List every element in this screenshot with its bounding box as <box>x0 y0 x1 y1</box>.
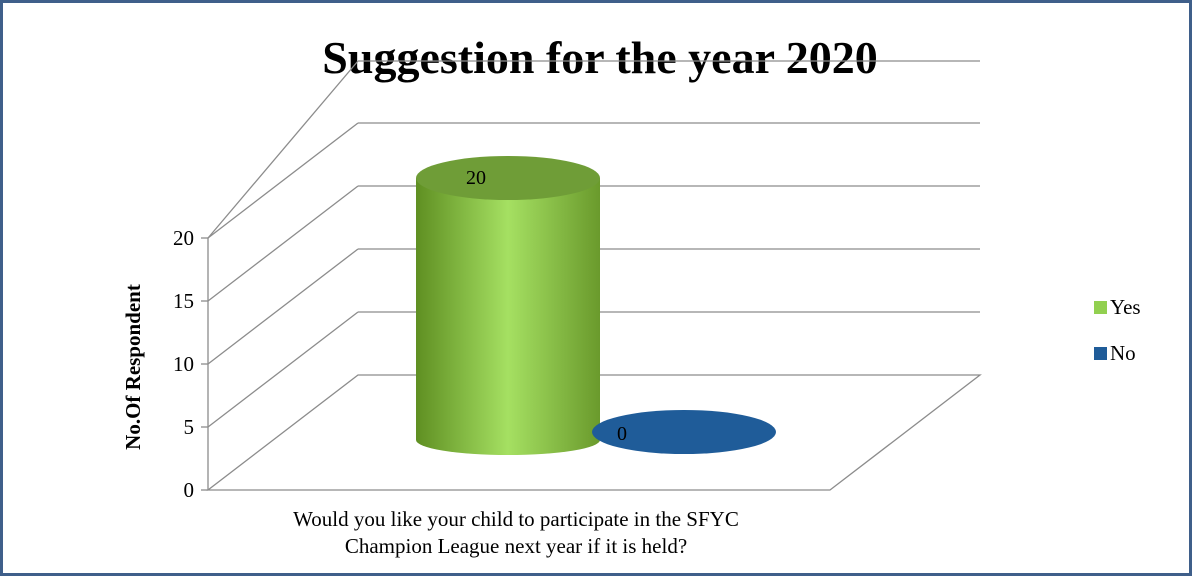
legend-label-yes: Yes <box>1110 295 1141 319</box>
y-tick-label: 20 <box>173 226 194 250</box>
y-axis: 0 5 10 15 20 <box>173 226 209 502</box>
legend-label-no: No <box>1110 341 1136 365</box>
bars: 20 0 <box>416 156 776 455</box>
grid <box>206 60 982 491</box>
floor <box>206 374 982 491</box>
data-label: 0 <box>617 423 627 445</box>
category-label-line: Champion League next year if it is held? <box>345 534 687 558</box>
bar-yes-body <box>416 178 600 455</box>
y-tick-label: 10 <box>173 352 194 376</box>
y-tick-label: 0 <box>184 478 195 502</box>
gridline-side <box>207 248 359 365</box>
legend: Yes No <box>1094 295 1141 365</box>
y-tick-label: 15 <box>173 289 194 313</box>
x-axis-category: Would you like your child to participate… <box>293 507 739 558</box>
legend-swatch-yes <box>1094 301 1107 314</box>
y-tick-label: 5 <box>184 415 195 439</box>
category-label-line: Would you like your child to participate… <box>293 507 739 531</box>
gridline-side <box>207 122 359 239</box>
gridline-side <box>207 311 359 428</box>
bar-yes-top <box>416 156 600 200</box>
legend-swatch-no <box>1094 347 1107 360</box>
gridline-side <box>207 185 359 302</box>
chart-title: Suggestion for the year 2020 <box>322 32 877 83</box>
y-axis-label: No.Of Respondent <box>121 284 145 450</box>
data-label: 20 <box>466 167 486 189</box>
wall-edge <box>207 60 359 239</box>
bar-no-disc <box>592 410 776 454</box>
